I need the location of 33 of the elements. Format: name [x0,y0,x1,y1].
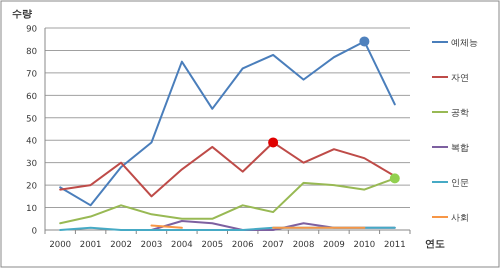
x-tick-label: 2006 [232,240,254,250]
x-tick-label: 2009 [323,240,345,250]
x-tick-label: 2007 [262,240,284,250]
legend-label: 자연 [451,74,469,84]
legend-label: 공학 [451,108,469,118]
y-tick-label: 80 [26,46,37,57]
legend-label: 사회 [451,214,469,224]
x-tick-label: 2001 [80,240,102,250]
legend-label: 인문 [451,178,469,188]
y-tick-label: 30 [26,159,37,170]
y-tick-label: 40 [26,136,37,147]
y-tick-label: 10 [26,204,37,214]
x-tick-label: 2002 [110,240,132,250]
x-tick-label: 2011 [384,240,406,250]
y-tick-label: 60 [26,92,37,102]
x-tick-label: 2003 [140,240,162,250]
legend-label: 예체능 [451,38,478,48]
x-tick-label: 2005 [201,240,224,250]
y-tick-label: 0 [32,226,37,236]
x-tick-label: 2008 [292,240,314,250]
x-tick-label: 2004 [171,240,193,250]
point [359,36,370,46]
y-tick-label: 20 [26,182,37,192]
y-tick-label: 50 [26,114,37,124]
x-axis-title: 연도 [425,239,445,250]
x-tick-label: 2000 [49,240,72,250]
y-tick-label: 70 [26,69,37,80]
legend-label: 복합 [451,144,469,154]
point [268,137,278,148]
x-tick-label: 2010 [354,240,376,250]
point [390,173,400,184]
y-axis-title: 수량 [12,9,32,20]
y-tick-label: 90 [26,24,37,34]
